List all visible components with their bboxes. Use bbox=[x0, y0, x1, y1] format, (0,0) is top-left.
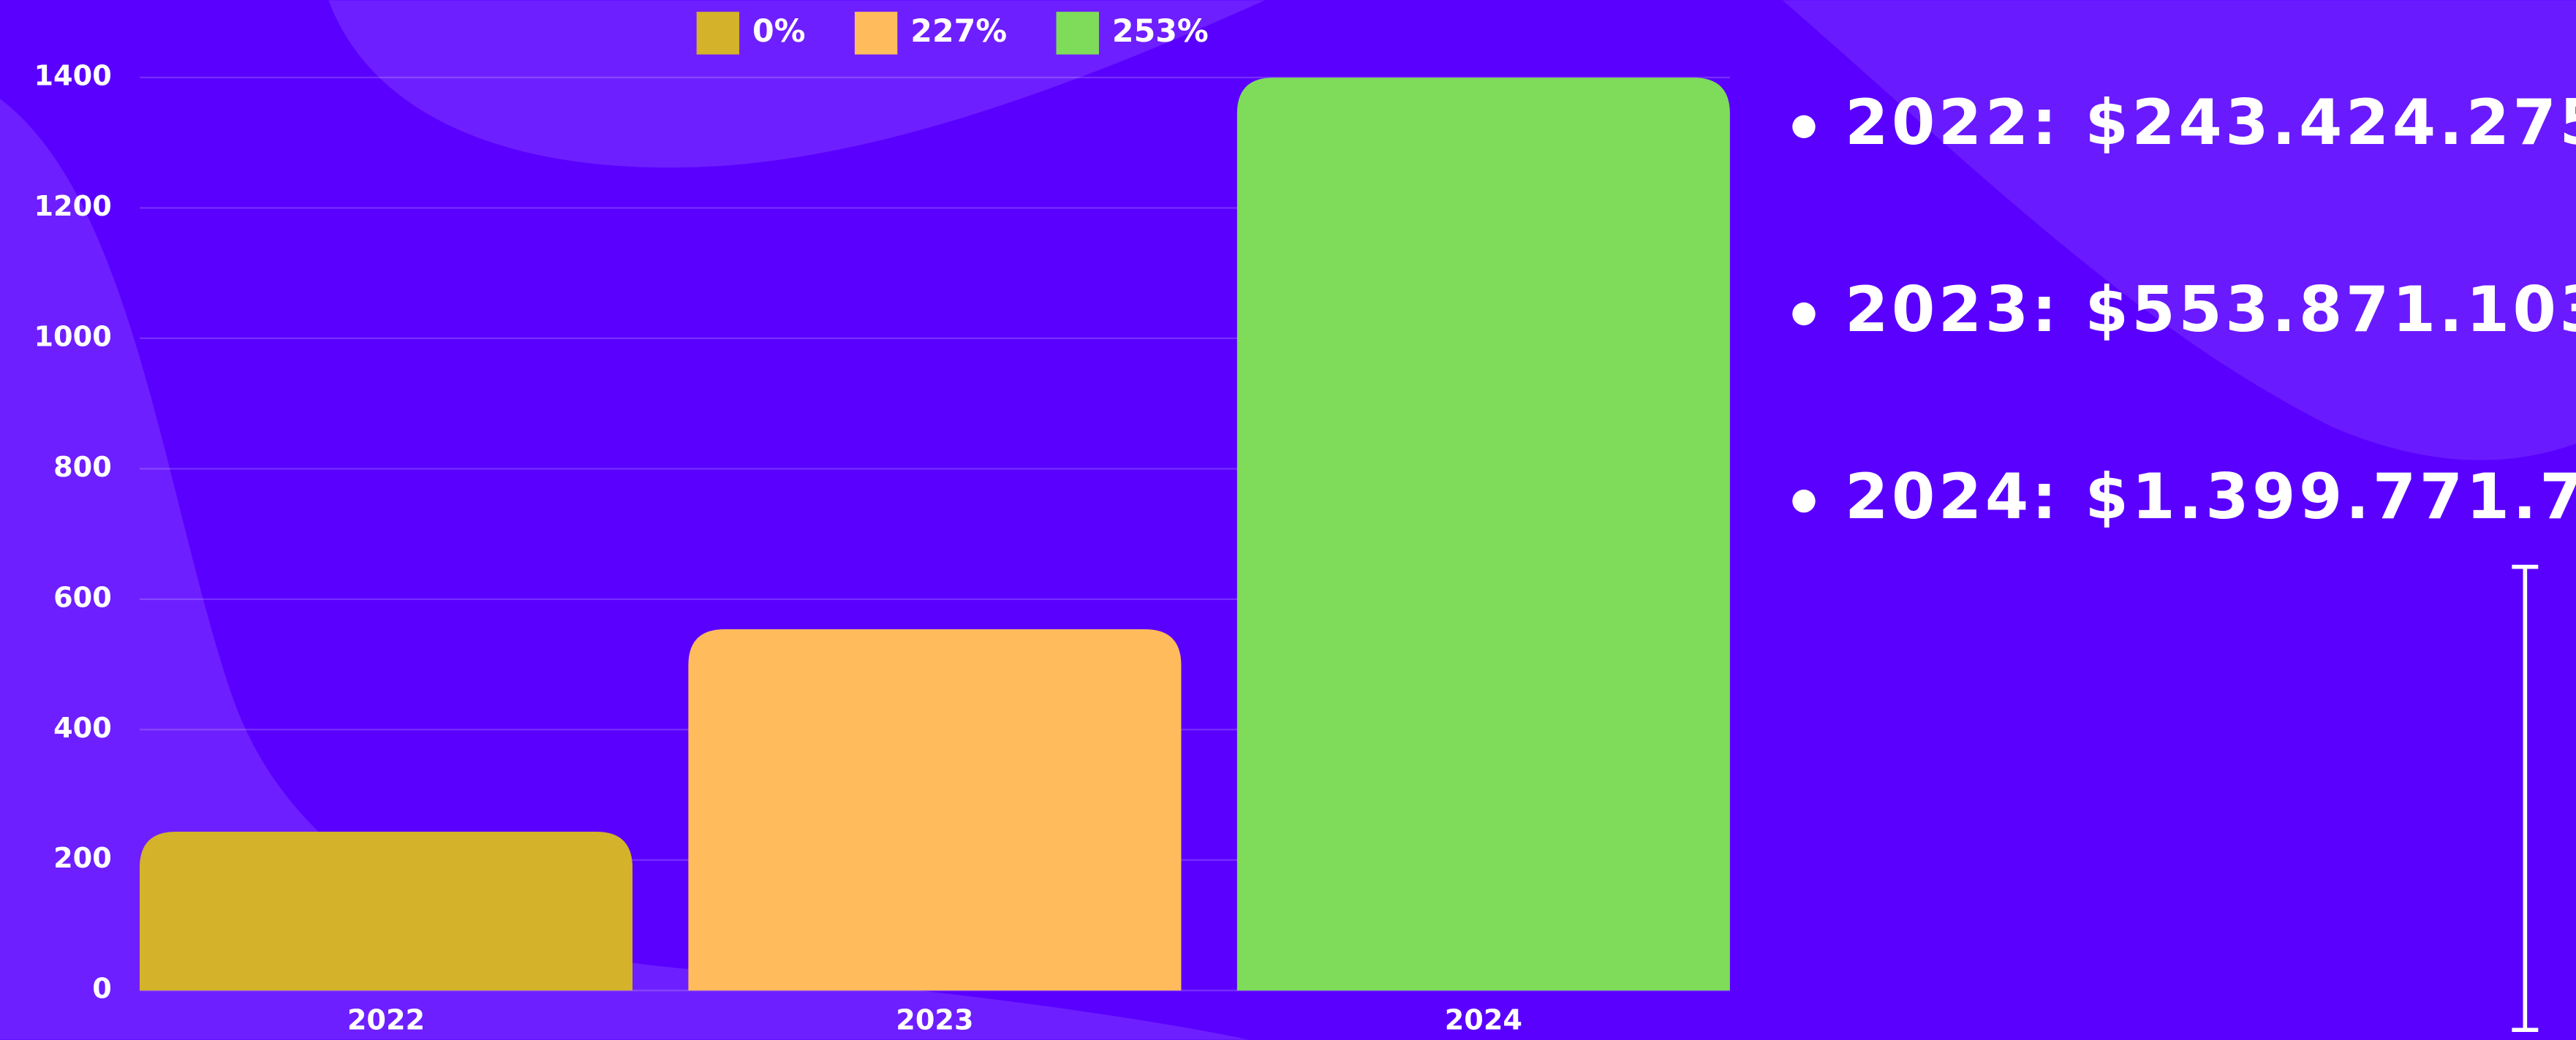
y-tick-label: 600 bbox=[53, 582, 112, 614]
legend-swatch bbox=[1056, 12, 1099, 55]
bullet bbox=[1792, 115, 1816, 139]
bullet bbox=[1792, 302, 1816, 326]
y-tick-label: 1000 bbox=[34, 321, 111, 353]
y-tick-label: 1200 bbox=[34, 191, 111, 223]
legend-label: 253% bbox=[1112, 13, 1209, 50]
legend-swatch bbox=[854, 12, 898, 55]
annotation: 2022: $243.424.275 bbox=[1845, 87, 2576, 159]
bar bbox=[1236, 77, 1730, 991]
legend-label: 227% bbox=[910, 13, 1007, 50]
y-tick-label: 0 bbox=[92, 973, 112, 1006]
y-tick-label: 800 bbox=[53, 452, 112, 484]
bar bbox=[139, 832, 633, 991]
annotation: 2024: $1.399.771.718 bbox=[1845, 461, 2576, 534]
annotation: 2023: $553.871.103 bbox=[1845, 274, 2576, 346]
background-blob bbox=[328, 0, 1266, 168]
background-blob bbox=[1782, 0, 2576, 460]
background-blob bbox=[0, 99, 1249, 1040]
text-cursor bbox=[2512, 564, 2539, 1032]
legend-label: 0% bbox=[752, 13, 805, 50]
y-tick-label: 1400 bbox=[34, 60, 111, 92]
bullet bbox=[1792, 489, 1816, 513]
bar bbox=[688, 629, 1182, 991]
x-tick-label: 2024 bbox=[1445, 1004, 1522, 1036]
y-tick-label: 200 bbox=[53, 843, 112, 875]
y-tick-label: 400 bbox=[53, 713, 112, 745]
x-tick-label: 2022 bbox=[347, 1004, 425, 1036]
legend-swatch bbox=[696, 12, 740, 55]
x-tick-label: 2023 bbox=[896, 1004, 973, 1036]
